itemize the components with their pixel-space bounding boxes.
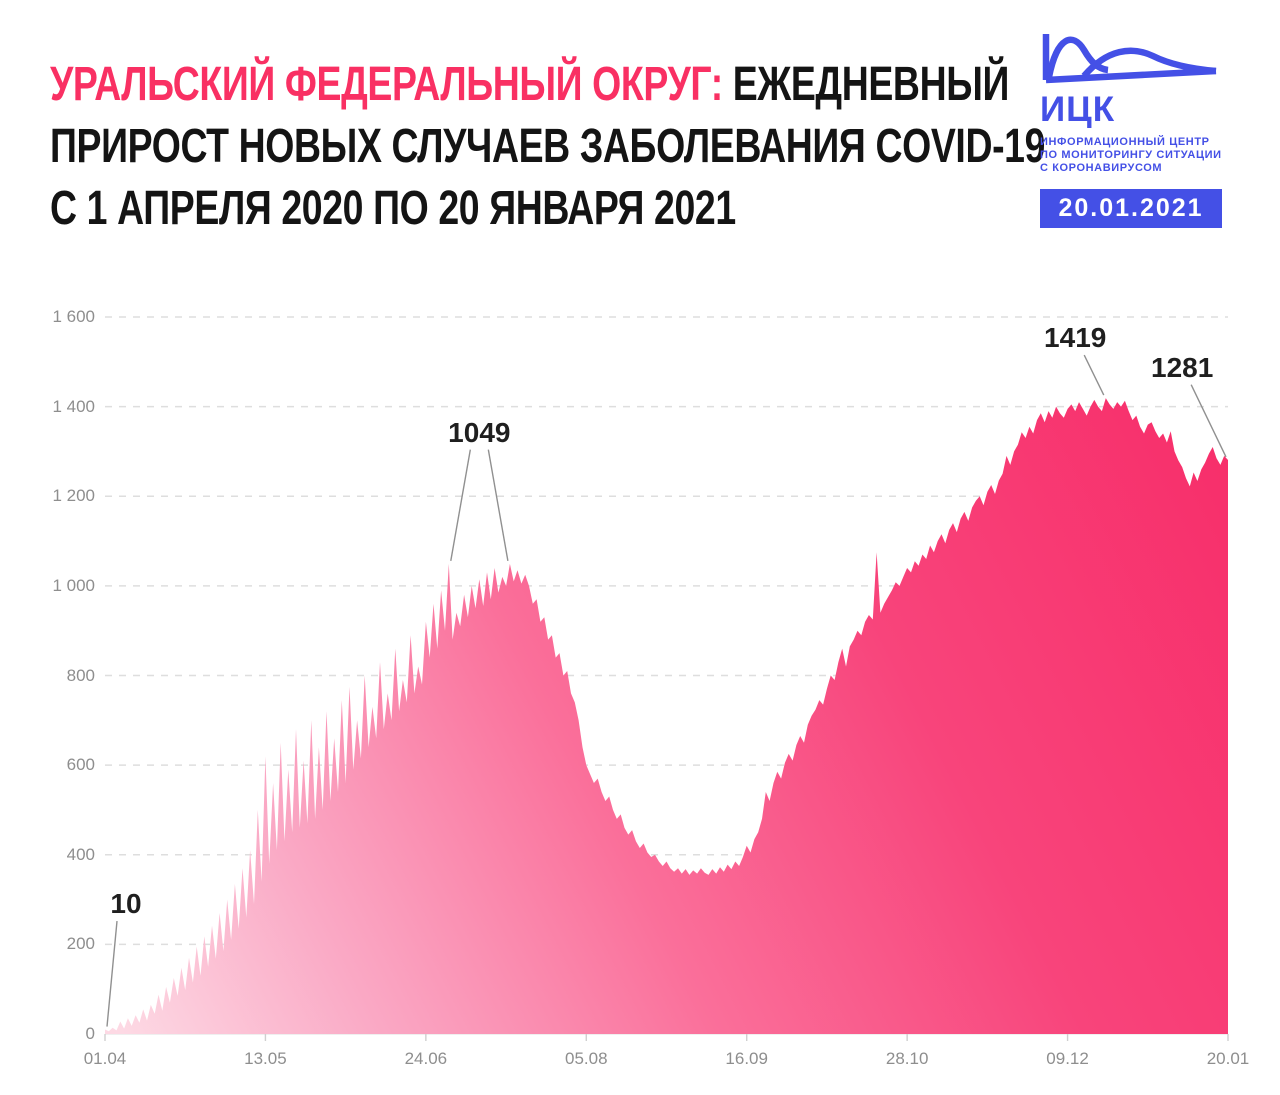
x-axis-label: 09.12 — [1046, 1049, 1089, 1068]
y-axis-label: 1 400 — [52, 396, 95, 416]
annotation-leader-line — [106, 920, 118, 1027]
annotation-label: 1281 — [1151, 351, 1214, 383]
x-axis-label: 20.01 — [1206, 1049, 1250, 1068]
y-axis-label: 400 — [66, 844, 95, 864]
x-axis-label: 28.10 — [885, 1049, 929, 1068]
logo-org-line: ПО МОНИТОРИНГУ СИТУАЦИИ — [1040, 149, 1222, 161]
x-axis-label: 05.08 — [565, 1049, 608, 1068]
y-axis-label: 800 — [66, 665, 95, 685]
epidemic-curves-icon — [1042, 34, 1217, 84]
x-axis-label: 16.09 — [725, 1049, 768, 1068]
annotation-label: 10 — [110, 888, 142, 920]
annotation-label: 1049 — [448, 416, 511, 448]
y-axis-label: 1 200 — [52, 486, 95, 506]
x-axis-label: 24.06 — [404, 1049, 448, 1068]
y-axis-label: 200 — [66, 934, 95, 954]
annotation-leader-line — [450, 449, 472, 562]
annotation-leader-line — [1190, 384, 1227, 458]
annotation-label: 1419 — [1044, 322, 1107, 354]
x-axis-label: 01.04 — [83, 1049, 127, 1068]
itsk-logo: ИЦК ИНФОРМАЦИОННЫЙ ЦЕНТР ПО МОНИТОРИНГУ … — [1040, 28, 1226, 228]
date-badge: 20.01.2021 — [1040, 189, 1222, 228]
title-daily: ЕЖЕДНЕВНЫЙ — [732, 58, 1010, 112]
area-series — [105, 398, 1228, 1035]
annotation-leader-line — [1083, 354, 1105, 396]
y-axis-label: 1 600 — [52, 307, 95, 326]
y-axis-label: 1 000 — [52, 575, 95, 595]
title-region: УРАЛЬСКИЙ ФЕДЕРАЛЬНЫЙ ОКРУГ: — [50, 58, 723, 112]
logo-org-name: ИНФОРМАЦИОННЫЙ ЦЕНТР ПО МОНИТОРИНГУ СИТУ… — [1040, 136, 1226, 175]
x-axis-label: 13.05 — [244, 1049, 287, 1068]
title-line-1: УРАЛЬСКИЙ ФЕДЕРАЛЬНЫЙ ОКРУГ: ЕЖЕДНЕВНЫЙ — [50, 58, 1009, 111]
logo-org-line: ИНФОРМАЦИОННЫЙ ЦЕНТР — [1040, 136, 1210, 148]
logo-org-line: С КОРОНАВИРУСОМ — [1040, 162, 1163, 174]
annotation-leader-line — [487, 449, 509, 562]
page-title: УРАЛЬСКИЙ ФЕДЕРАЛЬНЫЙ ОКРУГ: ЕЖЕДНЕВНЫЙ … — [50, 54, 1142, 240]
title-line-3: С 1 АПРЕЛЯ 2020 ПО 20 ЯНВАРЯ 2021 — [50, 182, 736, 236]
logo-abbr: ИЦК — [1040, 90, 1116, 129]
y-axis-label: 0 — [85, 1024, 95, 1043]
y-axis-label: 600 — [66, 755, 95, 775]
title-line-2: ПРИРОСТ НОВЫХ СЛУЧАЕВ ЗАБОЛЕВАНИЯ COVID-… — [50, 120, 1046, 174]
